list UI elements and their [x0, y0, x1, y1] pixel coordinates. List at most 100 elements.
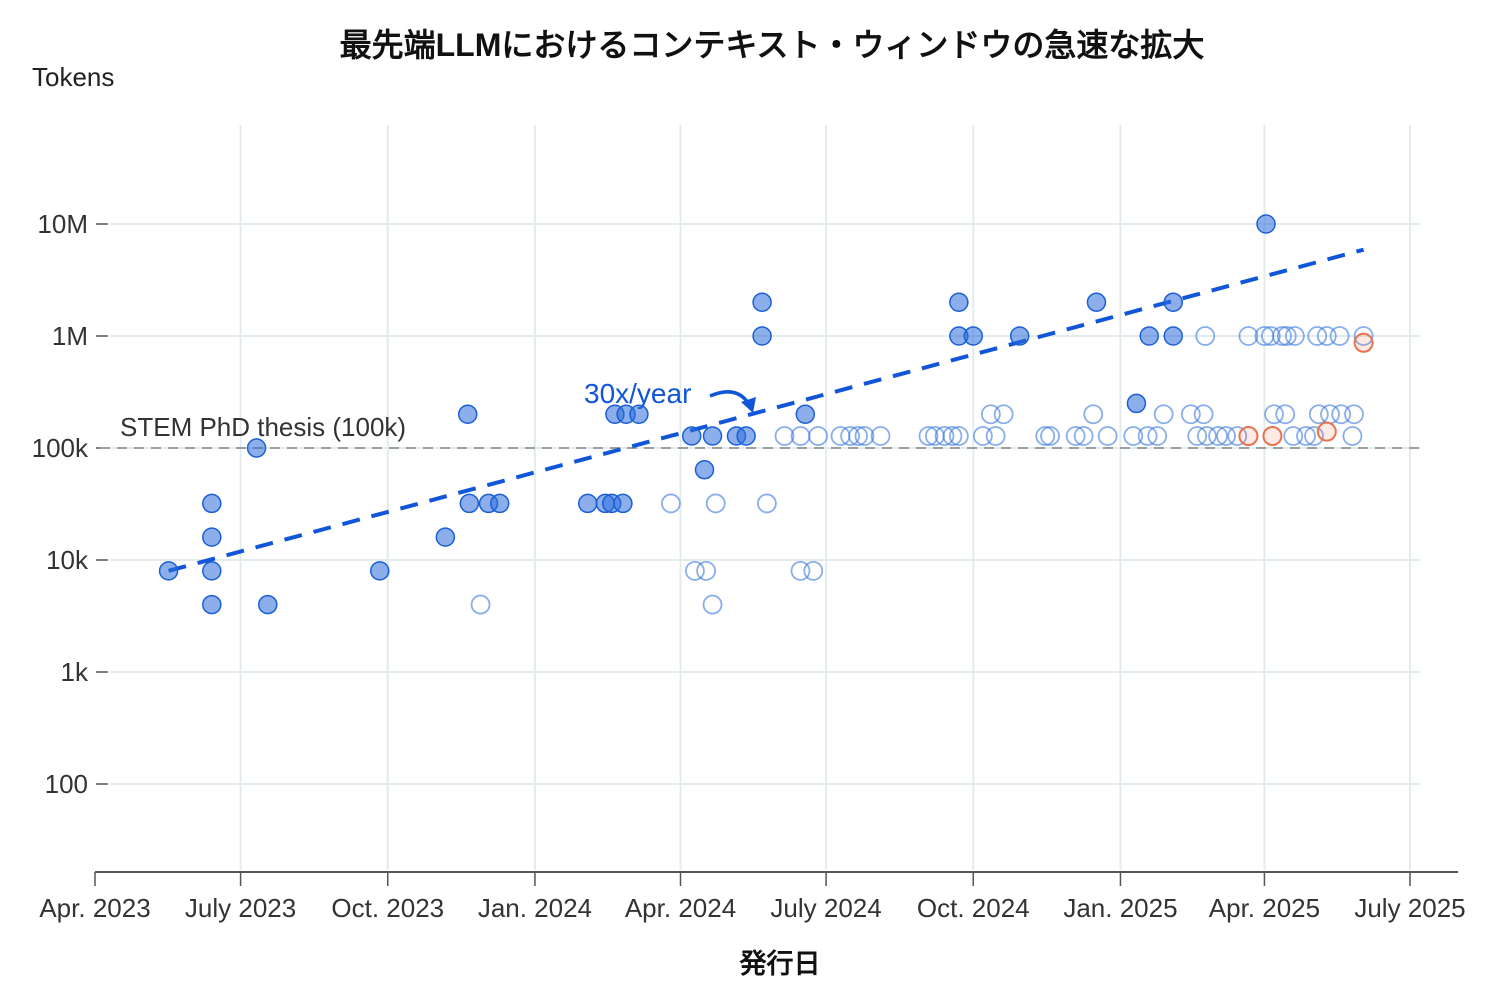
- data-point-open: [1329, 326, 1350, 346]
- data-point-filled: [752, 326, 772, 346]
- data-point-filled: [370, 561, 390, 581]
- data-point-open: [934, 426, 955, 446]
- x-tick-label: Apr. 2023: [39, 893, 150, 923]
- data-point-open: [1276, 326, 1297, 346]
- data-point-open: [870, 426, 891, 446]
- data-point-orange: [1238, 425, 1259, 446]
- data-point-open: [1342, 426, 1363, 446]
- y-tick-label: 10k: [46, 545, 89, 575]
- data-point-open: [1073, 426, 1094, 446]
- data-point-open: [1296, 426, 1316, 446]
- x-axis-label: 発行日: [739, 948, 821, 979]
- data-point-filled: [202, 493, 222, 514]
- y-axis-label: Tokens: [32, 62, 114, 92]
- data-point-filled: [202, 561, 222, 581]
- y-tick-label: 1k: [61, 657, 89, 687]
- x-tick-label: Jan. 2024: [478, 893, 592, 923]
- data-point-open: [1123, 426, 1144, 446]
- data-point-open: [854, 426, 875, 446]
- data-point-open: [1238, 326, 1259, 346]
- x-tick-label: Apr. 2024: [625, 893, 736, 923]
- data-point-open: [1035, 426, 1056, 446]
- data-point-open: [993, 404, 1014, 425]
- data-point-open: [1353, 326, 1374, 346]
- data-point-open: [942, 426, 963, 446]
- data-point-open: [972, 426, 993, 446]
- data-point-filled: [1086, 292, 1107, 313]
- trend-label: 30x/year: [584, 378, 691, 409]
- x-tick-label: Jan. 2025: [1063, 893, 1177, 923]
- data-point-open: [1040, 426, 1060, 446]
- data-point-open: [1097, 426, 1118, 446]
- data-point-filled: [736, 426, 756, 446]
- data-point-filled: [795, 404, 816, 425]
- data-point-filled: [949, 292, 969, 313]
- data-point-open: [1316, 326, 1337, 346]
- data-point-filled: [1139, 326, 1159, 346]
- data-point-orange: [1316, 421, 1337, 442]
- x-tick-label: Oct. 2023: [331, 893, 444, 923]
- data-point-open: [1283, 426, 1304, 446]
- data-point-open: [470, 594, 491, 615]
- data-point-filled: [202, 527, 222, 547]
- data-point-filled: [752, 292, 772, 313]
- data-point-open: [985, 426, 1006, 446]
- data-point-open: [1275, 404, 1296, 425]
- data-point-filled: [246, 438, 267, 458]
- data-point-filled: [577, 493, 598, 514]
- data-point-open: [1083, 404, 1104, 425]
- data-point-filled: [158, 561, 179, 581]
- x-tick-label: Apr. 2025: [1209, 893, 1320, 923]
- data-point-open: [1264, 404, 1284, 425]
- data-point-open: [1216, 426, 1236, 446]
- chart-title: 最先端LLMにおけるコンテキスト・ウィンドウの急速な拡大: [340, 27, 1205, 63]
- data-point-filled: [1126, 393, 1147, 414]
- data-point-open: [1208, 426, 1228, 446]
- data-point-open: [1147, 426, 1168, 446]
- data-point-open: [1284, 326, 1305, 346]
- y-tick-label: 1M: [52, 321, 88, 351]
- data-point-open: [808, 426, 828, 446]
- data-point-filled: [694, 459, 715, 480]
- y-tick-label: 10M: [37, 209, 88, 239]
- x-tick-label: Oct. 2024: [917, 893, 1030, 923]
- data-point-filled: [489, 493, 510, 514]
- data-point-open: [696, 560, 717, 581]
- data-point-filled: [435, 527, 456, 547]
- data-point-open: [840, 426, 860, 446]
- data-point-open: [1065, 426, 1086, 446]
- data-point-open: [848, 426, 868, 446]
- data-point-open: [1193, 404, 1214, 425]
- data-point-orange: [1353, 332, 1374, 353]
- x-tick-label: July 2025: [1354, 893, 1465, 923]
- data-point-open: [1137, 426, 1158, 446]
- trend-arrowhead-icon: [741, 397, 756, 413]
- data-point-open: [803, 560, 824, 581]
- y-tick-label: 100k: [32, 433, 89, 463]
- data-point-open: [1260, 326, 1281, 346]
- data-point-filled: [1009, 326, 1030, 346]
- data-point-open: [1272, 326, 1292, 346]
- data-point-open: [1331, 404, 1352, 425]
- data-point-open: [1153, 404, 1174, 425]
- data-point-filled: [613, 493, 633, 514]
- data-point-open: [702, 594, 723, 615]
- data-point-filled: [459, 493, 480, 514]
- data-point-filled: [963, 326, 984, 346]
- data-point-open: [1320, 404, 1340, 425]
- data-point-filled: [258, 594, 278, 615]
- data-point-open: [918, 426, 939, 446]
- data-point-filled: [1163, 292, 1183, 313]
- data-point-open: [705, 493, 726, 514]
- data-point-orange: [1262, 425, 1283, 446]
- data-point-open: [790, 560, 811, 581]
- data-point-filled: [681, 426, 702, 446]
- data-point-open: [1196, 426, 1217, 446]
- data-point-open: [1308, 404, 1329, 425]
- data-point-filled: [1256, 214, 1276, 234]
- data-point-open: [685, 560, 705, 581]
- data-point-filled: [457, 404, 478, 425]
- data-point-open: [1344, 404, 1364, 425]
- data-point-filled: [202, 594, 222, 615]
